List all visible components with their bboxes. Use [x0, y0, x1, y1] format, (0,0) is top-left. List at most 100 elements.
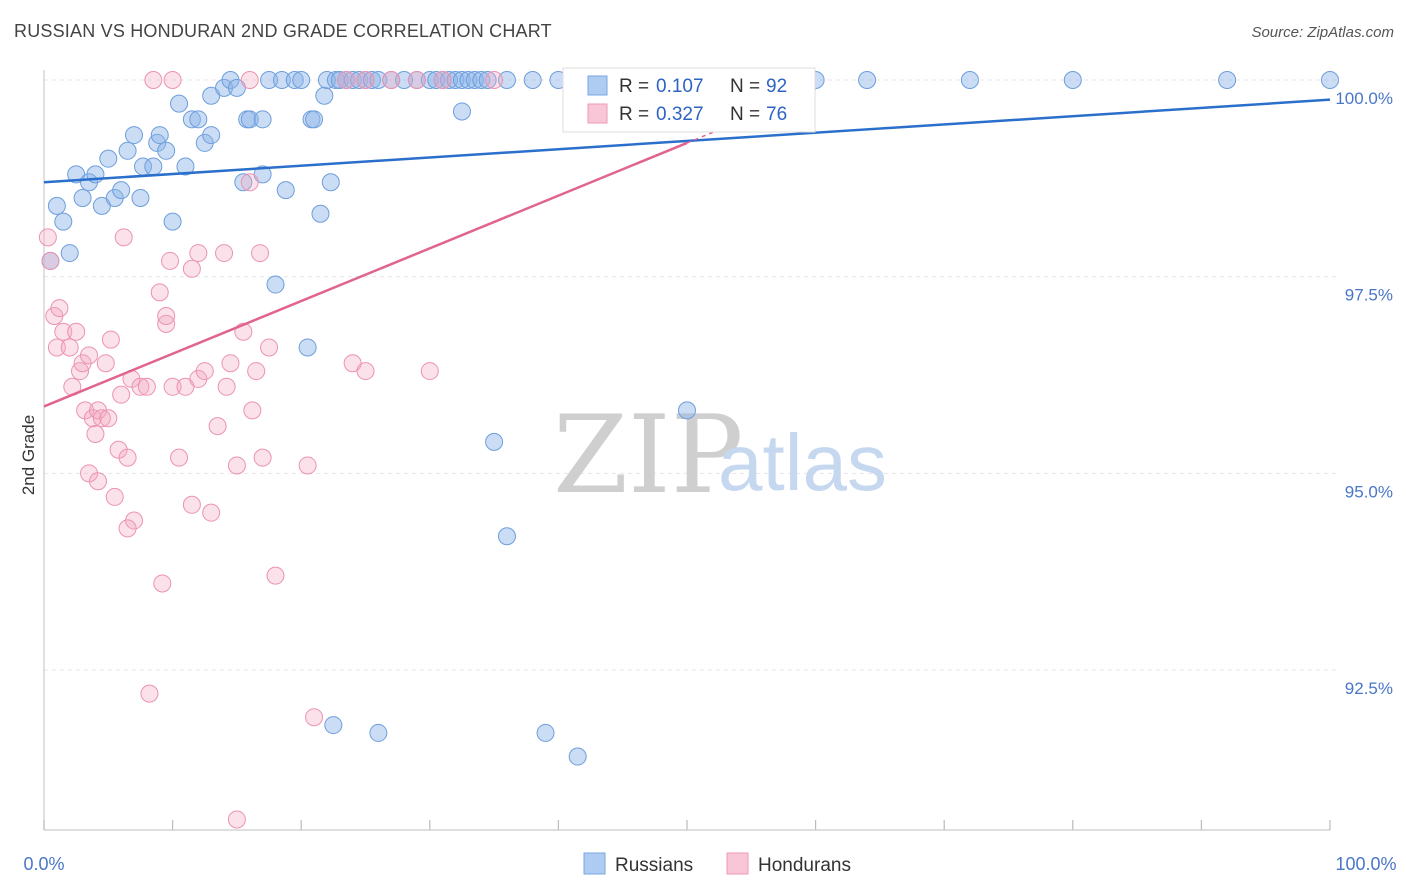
hondurans-point — [67, 322, 86, 341]
russians-point — [452, 71, 471, 89]
hondurans-point — [118, 519, 137, 538]
russians-point — [292, 71, 311, 89]
hondurans-point — [163, 71, 182, 89]
russians-trend-line — [43, 98, 1331, 184]
russians-point — [858, 71, 877, 89]
russians-point — [1321, 71, 1339, 89]
russians-point — [240, 110, 259, 129]
russians-point — [420, 71, 439, 89]
y-axis-label: 2nd Grade — [19, 415, 38, 495]
hondurans-point — [253, 448, 272, 467]
x-tick-label-max: 100.0% — [1335, 854, 1396, 874]
stats-legend: R = 0.107 N = 92 R = 0.327 N = 76 — [562, 67, 816, 133]
russians-point — [54, 212, 73, 231]
hondurans-point — [92, 409, 111, 428]
hondurans-point — [240, 173, 259, 192]
russians-n-label: N = — [730, 76, 760, 97]
hondurans-point — [182, 495, 201, 514]
russians-point — [369, 723, 388, 742]
y-tick-label: 92.5% — [1345, 679, 1393, 698]
hondurans-point — [41, 251, 60, 270]
russians-point — [131, 189, 150, 207]
russians-point — [182, 110, 201, 129]
hondurans-point — [54, 322, 73, 341]
russians-point — [234, 173, 253, 192]
russians-point — [144, 157, 163, 176]
hondurans-point — [109, 440, 128, 459]
russians-point — [202, 126, 221, 145]
russians-point — [1063, 71, 1082, 89]
russians-point — [497, 71, 516, 89]
hondurans-point — [76, 401, 95, 420]
russians-point — [311, 204, 330, 223]
hondurans-point — [420, 362, 439, 381]
hondurans-n-value: 76 — [766, 104, 787, 125]
russians-point — [497, 527, 516, 546]
hondurans-point — [182, 259, 201, 278]
russians-point — [369, 71, 388, 89]
russians-point — [459, 71, 478, 89]
hondurans-point — [86, 425, 105, 443]
russians-r-label: R = — [619, 76, 649, 97]
russians-point — [276, 181, 295, 200]
hondurans-trend-line — [43, 141, 688, 408]
russians-point — [170, 94, 189, 113]
hondurans-point — [221, 354, 240, 373]
chart-title: RUSSIAN VS HONDURAN 2ND GRADE CORRELATIO… — [14, 21, 552, 41]
russians-point — [321, 173, 340, 192]
russians-point — [678, 401, 696, 420]
russians-point — [60, 244, 79, 263]
hondurans-point — [47, 338, 66, 357]
russians-point — [485, 432, 504, 451]
legend-hondurans-swatch — [726, 852, 749, 875]
x-axis-ticks — [43, 820, 1331, 830]
russians-point — [163, 212, 182, 231]
legend-russians-swatch — [583, 852, 606, 875]
russians-point — [315, 86, 334, 105]
russians-point — [305, 110, 324, 129]
russians-point — [343, 71, 362, 89]
russians-point — [253, 110, 272, 129]
russians-point — [350, 71, 369, 89]
watermark-atlas: atlas — [718, 418, 887, 507]
hondurans-point — [356, 71, 375, 89]
hondurans-point — [157, 314, 176, 333]
russians-n-value: 92 — [766, 76, 787, 97]
hondurans-point — [208, 417, 227, 436]
hondurans-r-label: R = — [619, 104, 649, 125]
hondurans-point — [114, 228, 133, 247]
hondurans-r-value: 0.327 — [656, 104, 704, 125]
russians-point — [395, 71, 414, 89]
legend-russians-label: Russians — [615, 855, 693, 876]
russians-r-value: 0.107 — [656, 76, 704, 97]
russians-point — [523, 71, 542, 89]
russians-point — [189, 110, 208, 129]
hondurans-point — [243, 401, 262, 420]
hondurans-point — [99, 409, 118, 428]
russians-point — [427, 71, 446, 89]
russians-point — [440, 71, 459, 89]
hondurans-point — [189, 244, 208, 263]
russians-point — [362, 71, 381, 89]
hondurans-point — [433, 71, 452, 89]
russians-point — [157, 141, 176, 160]
russians-points — [41, 71, 1339, 766]
hondurans-point — [356, 362, 375, 381]
hondurans-point — [163, 377, 182, 396]
hondurans-point — [157, 307, 176, 325]
y-tick-label: 95.0% — [1345, 482, 1393, 501]
russians-point — [73, 189, 92, 207]
y-tick-label: 97.5% — [1345, 286, 1393, 305]
watermark-zip: ZIP — [553, 393, 743, 518]
russians-point — [99, 149, 118, 168]
hondurans-point — [298, 456, 317, 475]
russians-point — [960, 71, 979, 89]
hondurans-point — [105, 487, 124, 506]
russians-point — [568, 747, 587, 766]
hondurans-point — [140, 684, 159, 703]
hondurans-point — [80, 346, 99, 365]
hondurans-point — [202, 503, 221, 522]
hondurans-point — [137, 377, 156, 396]
russians-point — [118, 141, 137, 160]
russians-point — [298, 338, 317, 357]
